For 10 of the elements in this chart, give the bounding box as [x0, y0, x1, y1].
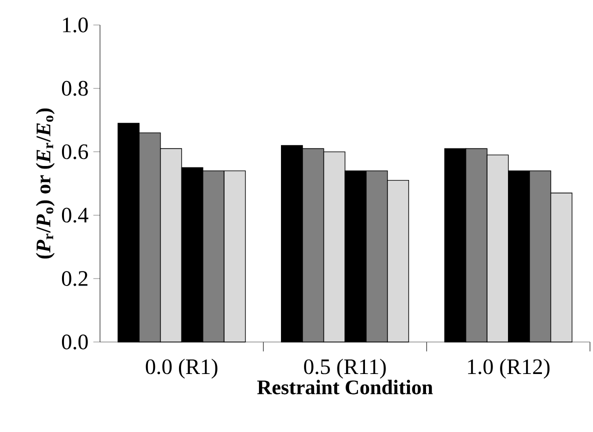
x-tick-label: 0.5 (R11) [304, 358, 386, 379]
y-tick-label: 0.2 [62, 271, 88, 286]
x-tick-label: 0.0 (R1) [146, 358, 218, 379]
y-tick-label: 0.4 [62, 208, 88, 223]
y-tick-label: 0.8 [62, 80, 88, 96]
y-tick-label: 0.6 [62, 144, 88, 160]
x-axis-title: Restraint Condition [257, 380, 433, 394]
y-tick-label: 0.0 [62, 334, 88, 350]
x-tick-label: 1.0 (R12) [468, 358, 550, 379]
y-tick-label: 1.0 [63, 18, 88, 32]
